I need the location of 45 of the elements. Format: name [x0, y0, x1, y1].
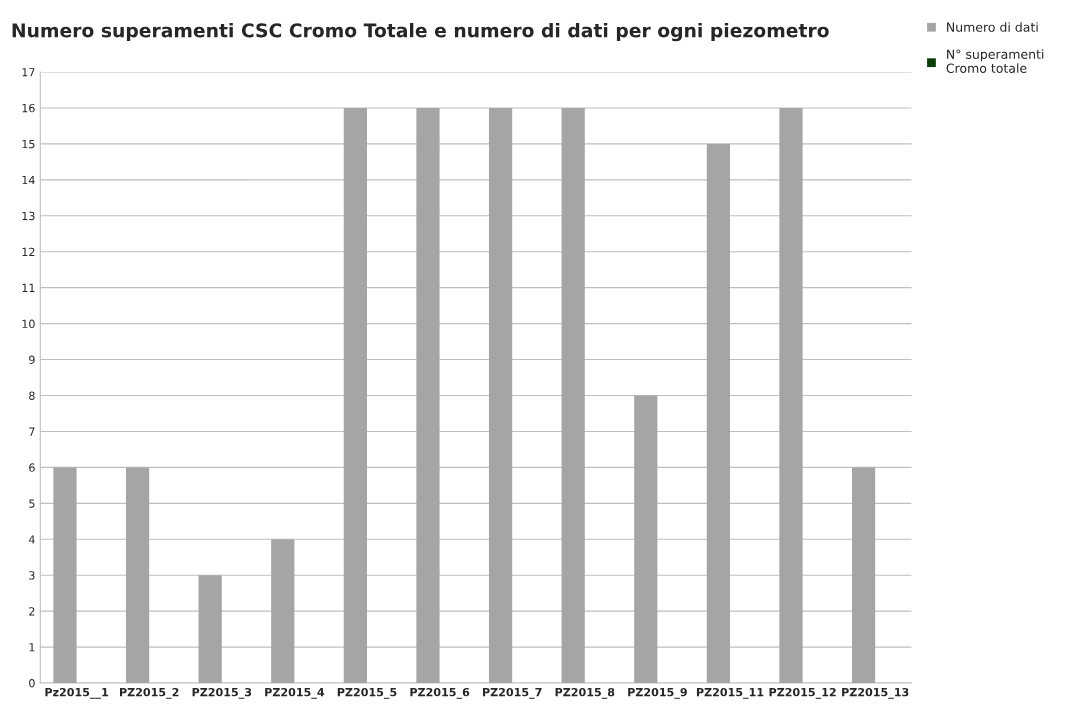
y-tick-label: 4 — [28, 535, 35, 544]
x-tick-label: PZ2015_2 — [120, 687, 179, 699]
y-tick-label: 17 — [22, 68, 35, 77]
bar — [706, 143, 730, 684]
y-tick-label: 9 — [29, 355, 35, 364]
x-tick-label: PZ2015_11 — [696, 687, 764, 699]
x-tick-label: PZ2015_12 — [769, 687, 836, 699]
y-tick-label: 14 — [22, 175, 35, 185]
y-tick-label: 2 — [29, 607, 35, 616]
y-tick-label: 16 — [22, 103, 35, 113]
y-tick-label: 1 — [29, 643, 35, 652]
bar — [53, 467, 77, 684]
bar — [125, 467, 150, 684]
x-tick-label: PZ2015_4 — [265, 687, 325, 699]
bar — [198, 575, 222, 684]
legend-label: N° superamenti Cromo totale — [946, 49, 1044, 73]
bar — [271, 539, 295, 684]
y-tick-label: 11 — [22, 283, 35, 292]
y-tick-label: 7 — [29, 427, 35, 436]
x-tick-label: Pz2015__1 — [45, 687, 109, 699]
bar — [779, 107, 803, 684]
y-tick-label: 5 — [29, 499, 35, 508]
x-tick-label: PZ2015_9 — [628, 687, 687, 699]
y-tick-label: 8 — [29, 391, 35, 400]
x-tick-label: PZ2015_3 — [192, 687, 252, 699]
x-tick-label: PZ2015_7 — [483, 687, 542, 699]
y-tick-label: 3 — [29, 571, 35, 580]
bar — [561, 107, 585, 684]
y-tick-label: 6 — [29, 463, 35, 472]
x-tick-label: PZ2015_6 — [410, 687, 470, 699]
x-tick-label: PZ2015_13 — [842, 687, 909, 699]
bar — [488, 107, 513, 684]
bar — [416, 107, 440, 684]
legend-label: Numero di dati — [947, 22, 1038, 32]
chart-title: Numero superamenti CSC Cromo Totale e numero di dati per ogni piezometro — [12, 22, 829, 42]
bar — [634, 395, 658, 684]
y-tick-label: 13 — [22, 211, 35, 221]
y-tick-label: 12 — [22, 247, 35, 256]
x-tick-label: PZ2015_8 — [555, 687, 615, 699]
y-tick-label: 15 — [22, 140, 35, 149]
bar — [851, 467, 876, 684]
y-tick-label: 0 — [29, 679, 35, 688]
bar — [343, 107, 367, 684]
x-tick-label: PZ2015_5 — [337, 687, 397, 699]
y-tick-label: 10 — [22, 319, 35, 328]
